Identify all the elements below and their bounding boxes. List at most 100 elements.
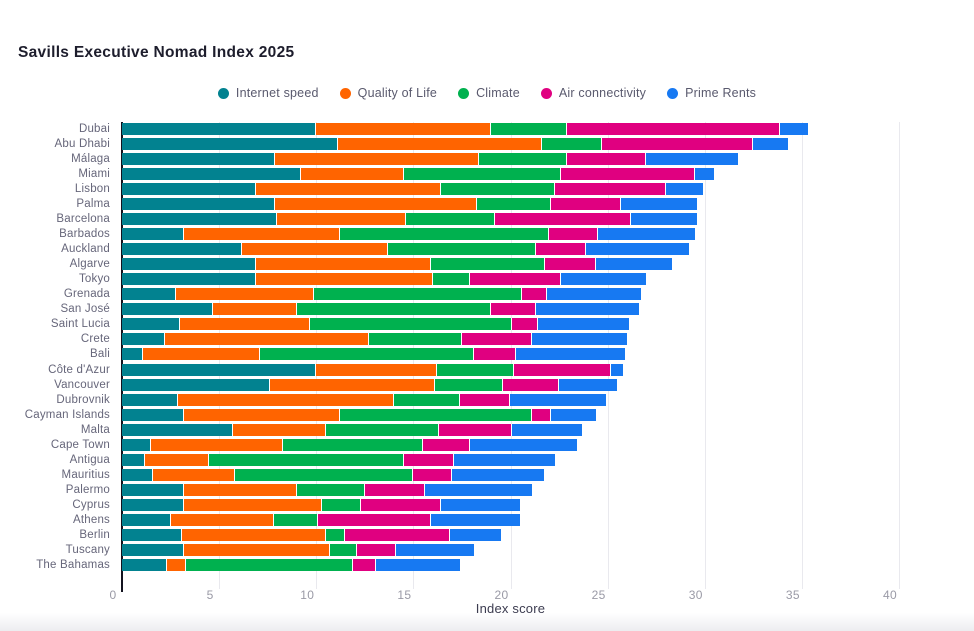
bar-segment[interactable] [122,123,317,135]
bar-segment[interactable] [491,303,536,316]
bar-segment[interactable] [566,123,781,135]
bar-segment[interactable] [547,288,641,301]
bar-segment[interactable] [318,513,431,526]
bar-segment[interactable] [232,423,326,436]
bar-segment[interactable] [170,513,274,526]
bar-segment[interactable] [275,198,478,211]
bar-segment[interactable] [322,498,361,511]
bar-segment[interactable] [454,453,556,466]
bar-segment[interactable] [122,498,185,511]
bar-segment[interactable] [432,273,470,286]
bar-segment[interactable] [316,123,492,135]
bar-segment[interactable] [405,213,495,226]
bar-segment[interactable] [388,243,536,256]
bar-segment[interactable] [182,528,326,541]
bar-segment[interactable] [122,183,257,196]
bar-segment[interactable] [283,438,424,451]
bar-segment[interactable] [325,528,346,541]
legend-item[interactable]: Prime Rents [667,86,756,100]
bar-segment[interactable] [491,123,567,135]
bar-segment[interactable] [531,408,552,421]
bar-segment[interactable] [122,273,257,286]
bar-segment[interactable] [273,513,319,526]
bar-segment[interactable] [345,528,451,541]
bar-segment[interactable] [541,138,602,151]
bar-segment[interactable] [403,168,561,181]
bar-segment[interactable] [611,363,624,376]
legend-item[interactable]: Air connectivity [540,86,646,100]
bar-segment[interactable] [353,558,377,571]
bar-segment[interactable] [122,543,185,556]
bar-segment[interactable] [368,333,462,346]
bar-segment[interactable] [586,243,690,256]
bar-segment[interactable] [122,228,185,241]
bar-segment[interactable] [122,468,154,481]
bar-segment[interactable] [512,423,583,436]
bar-segment[interactable] [630,213,697,226]
bar-segment[interactable] [166,558,187,571]
bar-segment[interactable] [122,138,338,151]
bar-segment[interactable] [184,483,297,496]
bar-segment[interactable] [122,423,233,436]
bar-segment[interactable] [339,228,550,241]
bar-segment[interactable] [122,483,185,496]
legend-item[interactable]: Quality of Life [339,86,437,100]
bar-segment[interactable] [502,378,560,391]
bar-segment[interactable] [122,288,177,301]
bar-segment[interactable] [122,198,276,211]
bar-segment[interactable] [695,168,715,181]
bar-segment[interactable] [531,333,628,346]
bar-segment[interactable] [269,378,435,391]
bar-segment[interactable] [184,498,323,511]
bar-segment[interactable] [122,453,146,466]
bar-segment[interactable] [469,438,577,451]
bar-segment[interactable] [545,258,596,271]
bar-segment[interactable] [310,318,513,331]
bar-segment[interactable] [595,258,672,271]
bar-segment[interactable] [646,153,738,166]
bar-segment[interactable] [494,213,631,226]
bar-segment[interactable] [376,558,460,571]
bar-segment[interactable] [621,198,697,211]
bar-segment[interactable] [430,258,546,271]
bar-segment[interactable] [122,243,243,256]
bar-segment[interactable] [256,273,433,286]
bar-segment[interactable] [337,138,542,151]
bar-segment[interactable] [403,453,455,466]
bar-segment[interactable] [256,183,441,196]
bar-segment[interactable] [440,498,521,511]
bar-segment[interactable] [122,303,214,316]
bar-segment[interactable] [551,198,622,211]
bar-segment[interactable] [549,228,598,241]
bar-segment[interactable] [314,288,523,301]
bar-segment[interactable] [364,483,425,496]
bar-segment[interactable] [213,303,297,316]
bar-segment[interactable] [259,348,474,361]
bar-segment[interactable] [535,243,587,256]
bar-segment[interactable] [300,168,404,181]
bar-segment[interactable] [316,363,437,376]
bar-segment[interactable] [122,258,257,271]
bar-segment[interactable] [438,423,513,436]
bar-segment[interactable] [122,333,165,346]
bar-segment[interactable] [597,228,696,241]
bar-segment[interactable] [561,273,647,286]
bar-segment[interactable] [122,528,183,541]
bar-segment[interactable] [555,183,666,196]
bar-segment[interactable] [551,408,596,421]
bar-segment[interactable] [296,303,492,316]
bar-segment[interactable] [357,543,396,556]
bar-segment[interactable] [473,348,517,361]
bar-segment[interactable] [479,153,567,166]
bar-segment[interactable] [535,303,639,316]
bar-segment[interactable] [143,348,260,361]
bar-segment[interactable] [122,408,185,421]
bar-segment[interactable] [122,558,167,571]
bar-segment[interactable] [122,438,152,451]
bar-segment[interactable] [753,138,789,151]
bar-segment[interactable] [436,363,515,376]
bar-segment[interactable] [186,558,354,571]
bar-segment[interactable] [459,393,511,406]
bar-segment[interactable] [325,423,439,436]
legend-item[interactable]: Climate [458,86,520,100]
